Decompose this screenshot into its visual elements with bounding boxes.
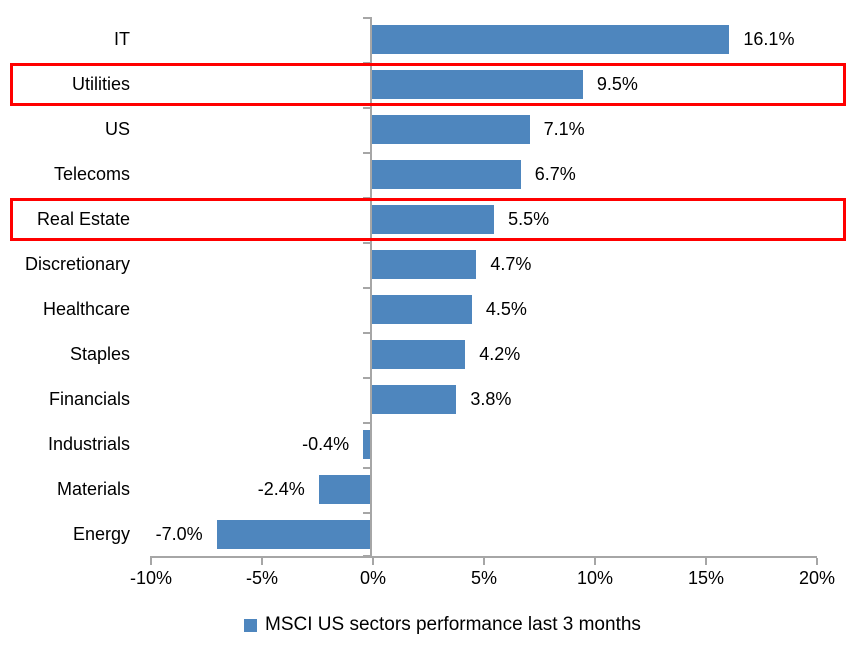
value-label: -0.4%: [302, 434, 350, 454]
value-label: 16.1%: [743, 29, 795, 49]
x-axis-tick: [261, 558, 263, 565]
value-label: 5.5%: [508, 209, 550, 229]
x-axis-tick: [372, 558, 374, 565]
category-label: Materials: [56, 479, 130, 499]
value-label: -2.4%: [257, 479, 305, 499]
category-label: Staples: [69, 344, 130, 364]
highlight-box-utilities: [10, 63, 846, 106]
value-label: 4.2%: [479, 344, 521, 364]
x-axis-tick-label: 15%: [687, 568, 725, 588]
value-label: 7.1%: [543, 119, 585, 139]
bar-real-estate: [372, 205, 495, 234]
category-label: Healthcare: [42, 299, 130, 319]
category-axis-tick: [363, 332, 370, 334]
category-axis-tick: [363, 242, 370, 244]
value-label: 4.5%: [485, 299, 527, 319]
category-axis-tick: [363, 107, 370, 109]
category-label: IT: [114, 29, 130, 49]
bar-financials: [372, 385, 457, 414]
x-axis-tick: [594, 558, 596, 565]
value-label: -7.0%: [155, 524, 203, 544]
category-label: Utilities: [71, 74, 130, 94]
x-axis-tick-label: -10%: [129, 568, 173, 588]
bar-industrials: [363, 430, 372, 459]
category-axis-tick: [363, 422, 370, 424]
bar-discretionary: [372, 250, 477, 279]
bar-us: [372, 115, 530, 144]
x-axis-tick-label: 10%: [576, 568, 614, 588]
zero-axis-line: [370, 17, 372, 557]
bar-telecoms: [372, 160, 521, 189]
x-axis-tick: [150, 558, 152, 565]
category-axis-tick: [363, 512, 370, 514]
value-label: 6.7%: [534, 164, 576, 184]
bar-healthcare: [372, 295, 472, 324]
bar-it: [372, 25, 730, 54]
legend: MSCI US sectors performance last 3 month…: [244, 614, 641, 636]
x-axis-line: [150, 556, 817, 558]
x-axis-tick-label: -5%: [245, 568, 278, 588]
x-axis-tick: [816, 558, 818, 565]
category-label: Financials: [48, 389, 130, 409]
legend-marker-icon: [244, 618, 257, 632]
x-axis-tick-label: 5%: [470, 568, 497, 588]
category-label: Telecoms: [53, 164, 130, 184]
category-axis-tick: [363, 377, 370, 379]
value-label: 3.8%: [470, 389, 512, 409]
legend-label: MSCI US sectors performance last 3 month…: [265, 614, 641, 635]
category-label: US: [104, 119, 130, 139]
category-axis-tick: [363, 467, 370, 469]
bar-utilities: [372, 70, 583, 99]
category-label: Energy: [72, 524, 130, 544]
x-axis-tick: [705, 558, 707, 565]
value-label: 9.5%: [596, 74, 638, 94]
category-axis-tick: [363, 152, 370, 154]
category-label: Industrials: [47, 434, 130, 454]
bar-energy: [216, 520, 372, 549]
x-axis-tick-label: 0%: [359, 568, 386, 588]
highlight-box-real-estate: [10, 198, 846, 241]
category-axis-tick: [363, 17, 370, 19]
x-axis-tick-label: 20%: [798, 568, 836, 588]
bar-materials: [318, 475, 372, 504]
category-label: Discretionary: [24, 254, 130, 274]
category-label: Real Estate: [36, 209, 130, 229]
category-axis-tick: [363, 287, 370, 289]
value-label: 4.7%: [490, 254, 532, 274]
bar-staples: [372, 340, 466, 369]
x-axis-tick: [483, 558, 485, 565]
